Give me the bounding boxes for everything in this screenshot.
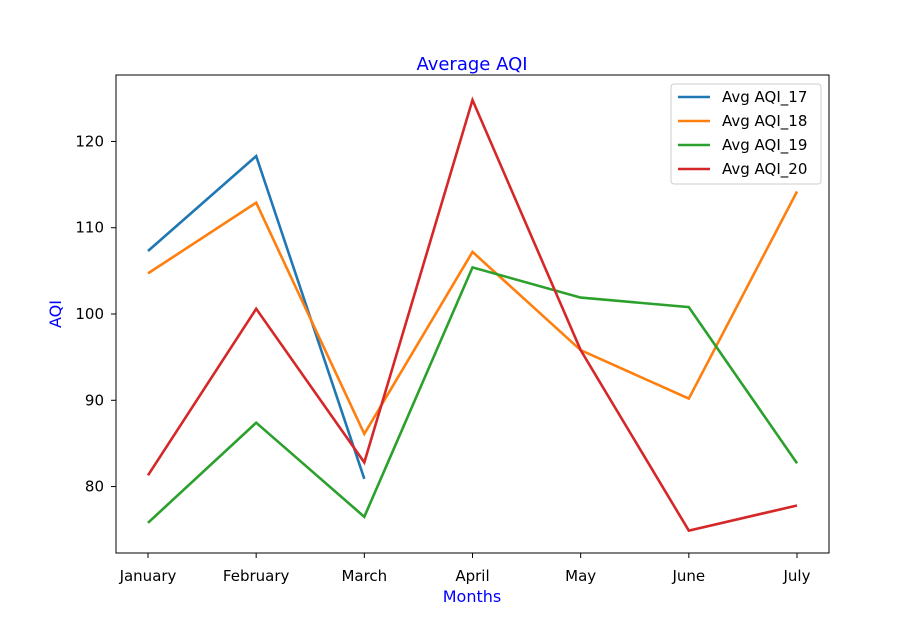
x-tick-label: June (671, 567, 705, 585)
y-axis-label: AQI (46, 300, 65, 328)
y-tick-label: 90 (85, 391, 104, 409)
x-tick-label: May (565, 567, 596, 585)
series-lines (146, 96, 799, 533)
chart-title: Average AQI (416, 54, 527, 75)
legend-label: Avg AQI_17 (722, 88, 807, 107)
y-axis: 80 90 100 110 120 (75, 132, 116, 496)
y-tick-label: 110 (75, 219, 104, 237)
x-axis: January February March April May June July (119, 553, 811, 585)
series-line-3 (147, 265, 799, 524)
x-tick-label: April (455, 567, 489, 585)
y-tick-label: 120 (75, 132, 104, 150)
x-tick-label: February (223, 567, 290, 585)
series-line-2 (147, 190, 799, 437)
series-line-4 (146, 96, 798, 533)
y-tick-label: 100 (75, 305, 104, 323)
x-tick-label: July (783, 567, 811, 585)
x-tick-label: March (341, 567, 387, 585)
legend-box (670, 83, 822, 185)
x-tick-label: January (119, 567, 177, 585)
y-tick-label: 80 (85, 478, 104, 496)
legend-label: Avg AQI_20 (722, 160, 807, 179)
x-axis-label: Months (443, 587, 501, 606)
legend-label: Avg AQI_19 (722, 136, 807, 155)
legend: Avg AQI_17 Avg AQI_18 Avg AQI_19 Avg AQI_20 (670, 83, 822, 185)
legend-label: Avg AQI_18 (722, 112, 807, 131)
series-line-1 (147, 153, 366, 480)
